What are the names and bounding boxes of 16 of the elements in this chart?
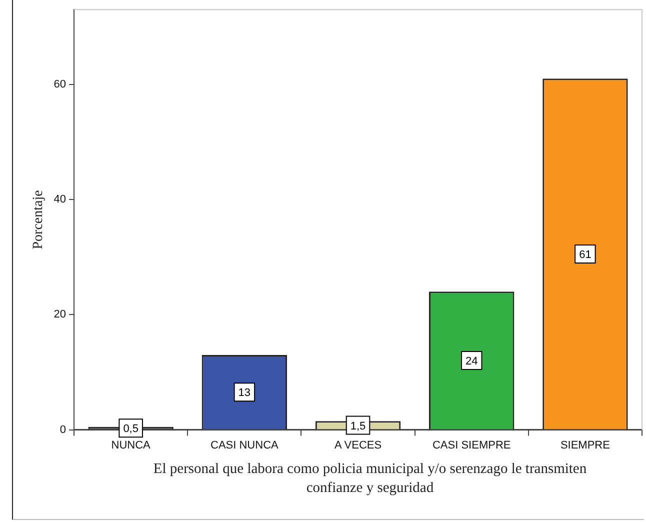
x-tick-label: CASI SIEMPRE [432,439,511,452]
data-label: 13 [238,387,251,400]
x-tick-label: CASI NUNCA [210,439,280,452]
y-tick-label: 0 [60,424,66,436]
x-tick-label: SIEMPRE [560,439,610,452]
x-axis-title: El personal que labora como policia municipal y/o serenzago le transmiten confianze y seguridad [152,460,588,498]
x-tick-label: NUNCA [111,439,152,452]
y-tick-label: 40 [54,194,66,206]
data-label: 24 [465,356,478,368]
data-label: 0,5 [123,423,138,436]
data-label: 1,5 [350,420,366,432]
data-label: 61 [579,249,592,262]
x-tick-label: A VECES [334,439,382,452]
y-tick-label: 20 [54,308,66,321]
y-axis-title: Porcentaje [31,190,46,250]
y-tick-label: 60 [54,78,66,90]
